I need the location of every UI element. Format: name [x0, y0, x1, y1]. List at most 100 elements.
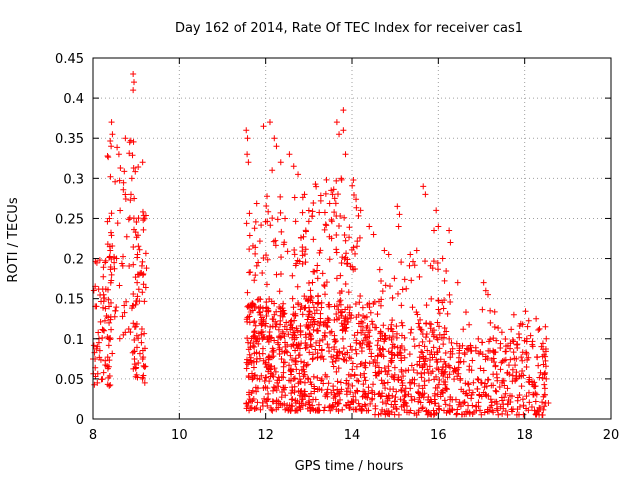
- data-point: [415, 398, 422, 405]
- data-point: [378, 368, 385, 375]
- data-point: [287, 352, 294, 359]
- data-point: [419, 385, 426, 392]
- data-point: [246, 246, 253, 253]
- data-point: [261, 395, 268, 402]
- data-point: [540, 361, 547, 368]
- data-point: [307, 407, 314, 414]
- data-point: [512, 362, 519, 369]
- data-point: [311, 310, 318, 317]
- data-point: [392, 394, 399, 401]
- data-point: [278, 373, 285, 380]
- data-point: [523, 335, 530, 342]
- data-point: [273, 143, 280, 150]
- data-point: [381, 365, 388, 372]
- data-point: [305, 304, 312, 311]
- data-point: [246, 407, 253, 414]
- data-point: [305, 322, 312, 329]
- data-point: [252, 405, 259, 412]
- data-point: [246, 269, 253, 276]
- data-point: [385, 363, 392, 370]
- data-point: [490, 335, 497, 342]
- data-point: [339, 350, 346, 357]
- data-point: [273, 387, 280, 394]
- data-point: [136, 246, 143, 253]
- data-point: [259, 321, 266, 328]
- data-point: [364, 334, 371, 341]
- data-point: [434, 319, 441, 326]
- data-point: [431, 390, 438, 397]
- data-point: [413, 309, 420, 316]
- data-point: [130, 261, 137, 268]
- data-point: [301, 305, 308, 312]
- data-point: [456, 350, 463, 357]
- data-point: [107, 173, 114, 180]
- data-point: [351, 371, 358, 378]
- data-point: [117, 207, 124, 214]
- data-point: [376, 266, 383, 273]
- y-tick-label: 0.35: [55, 132, 84, 147]
- data-point: [290, 163, 297, 170]
- data-point: [322, 393, 329, 400]
- data-point: [384, 379, 391, 386]
- y-tick-label: 0.25: [55, 212, 84, 227]
- data-point: [108, 326, 115, 333]
- data-point: [246, 210, 253, 217]
- data-point: [247, 344, 254, 351]
- data-point: [126, 262, 133, 269]
- data-point: [416, 382, 423, 389]
- data-point: [472, 344, 479, 351]
- data-point: [334, 349, 341, 356]
- data-point: [419, 364, 426, 371]
- data-point: [121, 168, 128, 175]
- data-point: [386, 283, 393, 290]
- data-point: [435, 366, 442, 373]
- data-point: [440, 305, 447, 312]
- data-point: [308, 381, 315, 388]
- data-point: [350, 176, 357, 183]
- data-point: [321, 226, 328, 233]
- data-point: [297, 322, 304, 329]
- data-point: [331, 303, 338, 310]
- data-point: [290, 329, 297, 336]
- data-point: [313, 339, 320, 346]
- data-point: [272, 237, 279, 244]
- data-point: [254, 375, 261, 382]
- data-point: [427, 325, 434, 332]
- data-point: [491, 308, 498, 315]
- data-point: [255, 259, 262, 266]
- data-point: [312, 346, 319, 353]
- data-point: [444, 386, 451, 393]
- data-point: [425, 370, 432, 377]
- data-point: [103, 313, 110, 320]
- data-point: [391, 411, 398, 418]
- data-point: [441, 324, 448, 331]
- data-point: [406, 262, 413, 269]
- data-point: [116, 282, 123, 289]
- data-point: [541, 385, 548, 392]
- data-point: [296, 370, 303, 377]
- data-point: [349, 360, 356, 367]
- data-point: [99, 286, 106, 293]
- data-point: [416, 342, 423, 349]
- data-point: [525, 389, 532, 396]
- data-point: [133, 332, 140, 339]
- data-point: [139, 375, 146, 382]
- data-point: [122, 196, 129, 203]
- data-point: [325, 301, 332, 308]
- data-point: [337, 272, 344, 279]
- x-tick-label: 14: [344, 428, 361, 443]
- data-point: [480, 367, 487, 374]
- data-point: [360, 312, 367, 319]
- data-point: [398, 343, 405, 350]
- data-point: [292, 218, 299, 225]
- data-point: [253, 355, 260, 362]
- data-point: [405, 391, 412, 398]
- data-point: [310, 236, 317, 243]
- data-point: [117, 165, 124, 172]
- data-point: [109, 243, 116, 250]
- data-point: [131, 195, 138, 202]
- y-tick-label: 0.05: [55, 373, 84, 388]
- data-point: [375, 411, 382, 418]
- data-point: [423, 407, 430, 414]
- data-point: [268, 406, 275, 413]
